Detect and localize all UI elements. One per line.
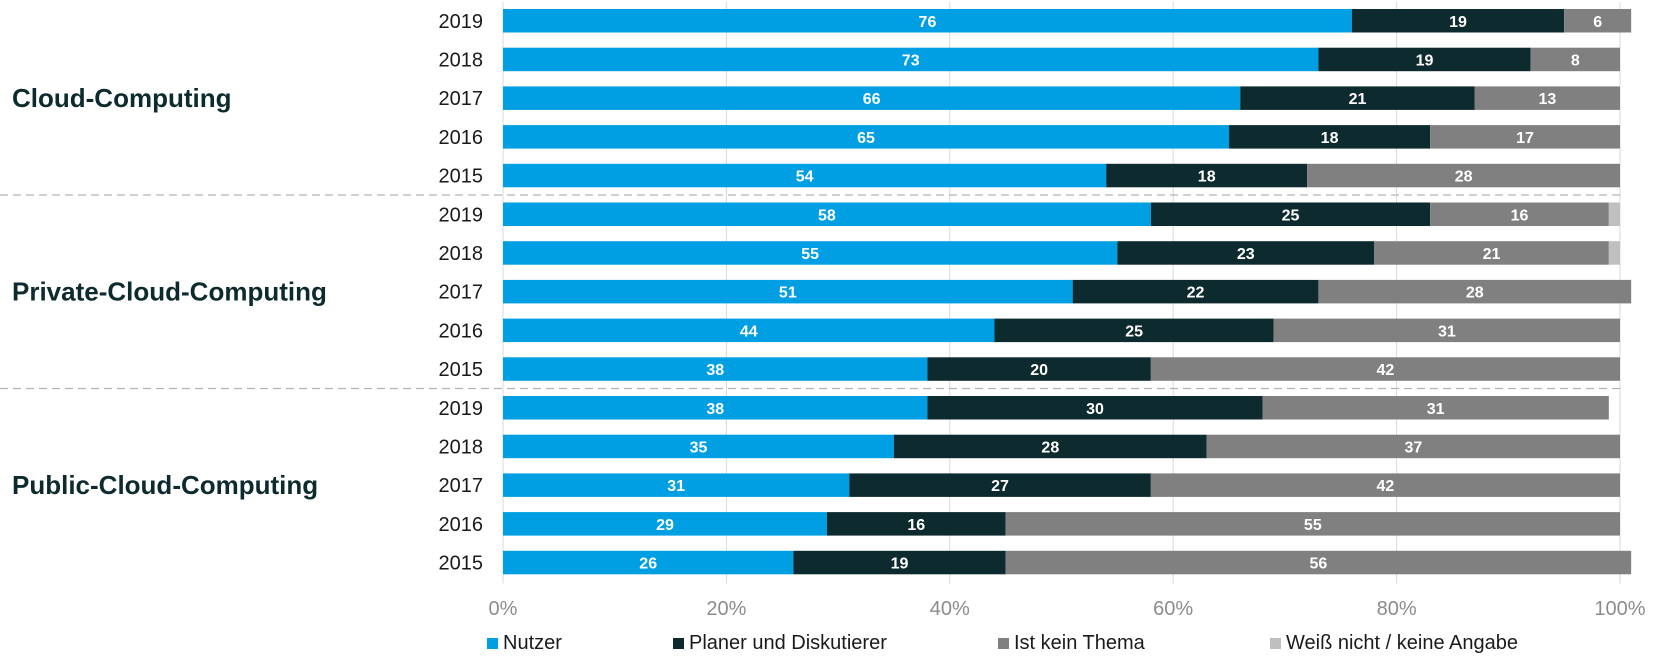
year-label: 2016 (439, 514, 484, 536)
legend-label: Nutzer (503, 632, 562, 654)
x-tick-label: 100% (1594, 598, 1645, 620)
x-tick-label: 20% (706, 598, 746, 620)
data-label: 13 (1538, 91, 1556, 108)
data-label: 22 (1187, 285, 1205, 302)
year-label: 2018 (439, 243, 484, 265)
year-label: 2015 (439, 166, 484, 188)
bar-segment (1609, 203, 1620, 227)
data-label: 31 (1438, 323, 1456, 340)
data-label: 28 (1455, 169, 1473, 186)
data-label: 42 (1377, 478, 1395, 495)
group-label: Cloud-Computing (12, 83, 232, 113)
data-label: 55 (1304, 517, 1322, 534)
year-label: 2017 (439, 88, 484, 110)
data-label: 16 (1511, 207, 1529, 224)
data-label: 19 (1449, 14, 1467, 31)
data-label: 42 (1377, 362, 1395, 379)
bar-segment (1609, 241, 1620, 265)
data-label: 66 (863, 91, 881, 108)
data-label: 19 (1416, 52, 1434, 69)
x-axis-ticks: 0% 20% 40% 60% 80% 100% (489, 598, 1646, 620)
data-label: 30 (1086, 401, 1104, 418)
year-label: 2019 (439, 204, 484, 226)
data-label: 27 (991, 478, 1009, 495)
data-label: 56 (1310, 556, 1328, 573)
data-label: 18 (1198, 169, 1216, 186)
data-label: 37 (1404, 439, 1422, 456)
data-label: 54 (796, 169, 814, 186)
year-label: 2015 (439, 553, 484, 575)
data-label: 21 (1349, 91, 1367, 108)
data-label: 38 (706, 401, 724, 418)
x-tick-label: 0% (489, 598, 518, 620)
data-label: 28 (1041, 439, 1059, 456)
data-label: 6 (1593, 14, 1602, 31)
legend-swatch (673, 638, 684, 649)
data-label: 23 (1237, 246, 1255, 263)
data-label: 16 (907, 517, 925, 534)
group-label: Public-Cloud-Computing (12, 470, 318, 500)
group-label: Private-Cloud-Computing (12, 277, 327, 307)
year-label: 2016 (439, 127, 484, 149)
data-label: 25 (1282, 207, 1300, 224)
data-label: 51 (779, 285, 797, 302)
data-label: 20 (1030, 362, 1048, 379)
x-tick-label: 60% (1153, 598, 1193, 620)
legend: Nutzer Planer und Diskutierer Ist kein The… (487, 632, 1518, 654)
data-label: 76 (919, 14, 937, 31)
x-tick-label: 40% (930, 598, 970, 620)
year-label: 2016 (439, 320, 484, 342)
legend-label: Ist kein Thema (1014, 632, 1146, 654)
legend-swatch (1270, 638, 1281, 649)
data-label: 35 (690, 439, 708, 456)
data-label: 55 (801, 246, 819, 263)
year-label: 2018 (439, 436, 484, 458)
bars: 76 19 6 73 19 8 66 21 13 65 18 17 54 18 28 58 25 16 55 23 21… (503, 9, 1631, 574)
year-label: 2018 (439, 49, 484, 71)
year-label: 2017 (439, 475, 484, 497)
legend-swatch (998, 638, 1009, 649)
data-label: 44 (740, 323, 758, 340)
data-label: 21 (1483, 246, 1501, 263)
legend-label: Planer und Diskutierer (689, 632, 887, 654)
x-tick-label: 80% (1377, 598, 1417, 620)
data-label: 28 (1466, 285, 1484, 302)
data-label: 18 (1321, 130, 1339, 147)
data-label: 26 (639, 556, 657, 573)
y-axis-labels: 2019 2018 2017 2016 2015 Cloud-Computing 2019 2… (12, 11, 483, 575)
data-label: 73 (902, 52, 920, 69)
legend-label: Weiß nicht / keine Angabe (1286, 632, 1518, 654)
year-label: 2015 (439, 359, 484, 381)
data-label: 19 (891, 556, 909, 573)
data-label: 29 (656, 517, 674, 534)
legend-swatch (487, 638, 498, 649)
data-label: 31 (1427, 401, 1445, 418)
year-label: 2019 (439, 398, 484, 420)
data-label: 8 (1571, 52, 1580, 69)
data-label: 25 (1125, 323, 1143, 340)
data-label: 58 (818, 207, 836, 224)
data-label: 31 (667, 478, 685, 495)
data-label: 65 (857, 130, 875, 147)
year-label: 2019 (439, 11, 484, 33)
data-label: 17 (1516, 130, 1534, 147)
data-label: 38 (706, 362, 724, 379)
year-label: 2017 (439, 282, 484, 304)
